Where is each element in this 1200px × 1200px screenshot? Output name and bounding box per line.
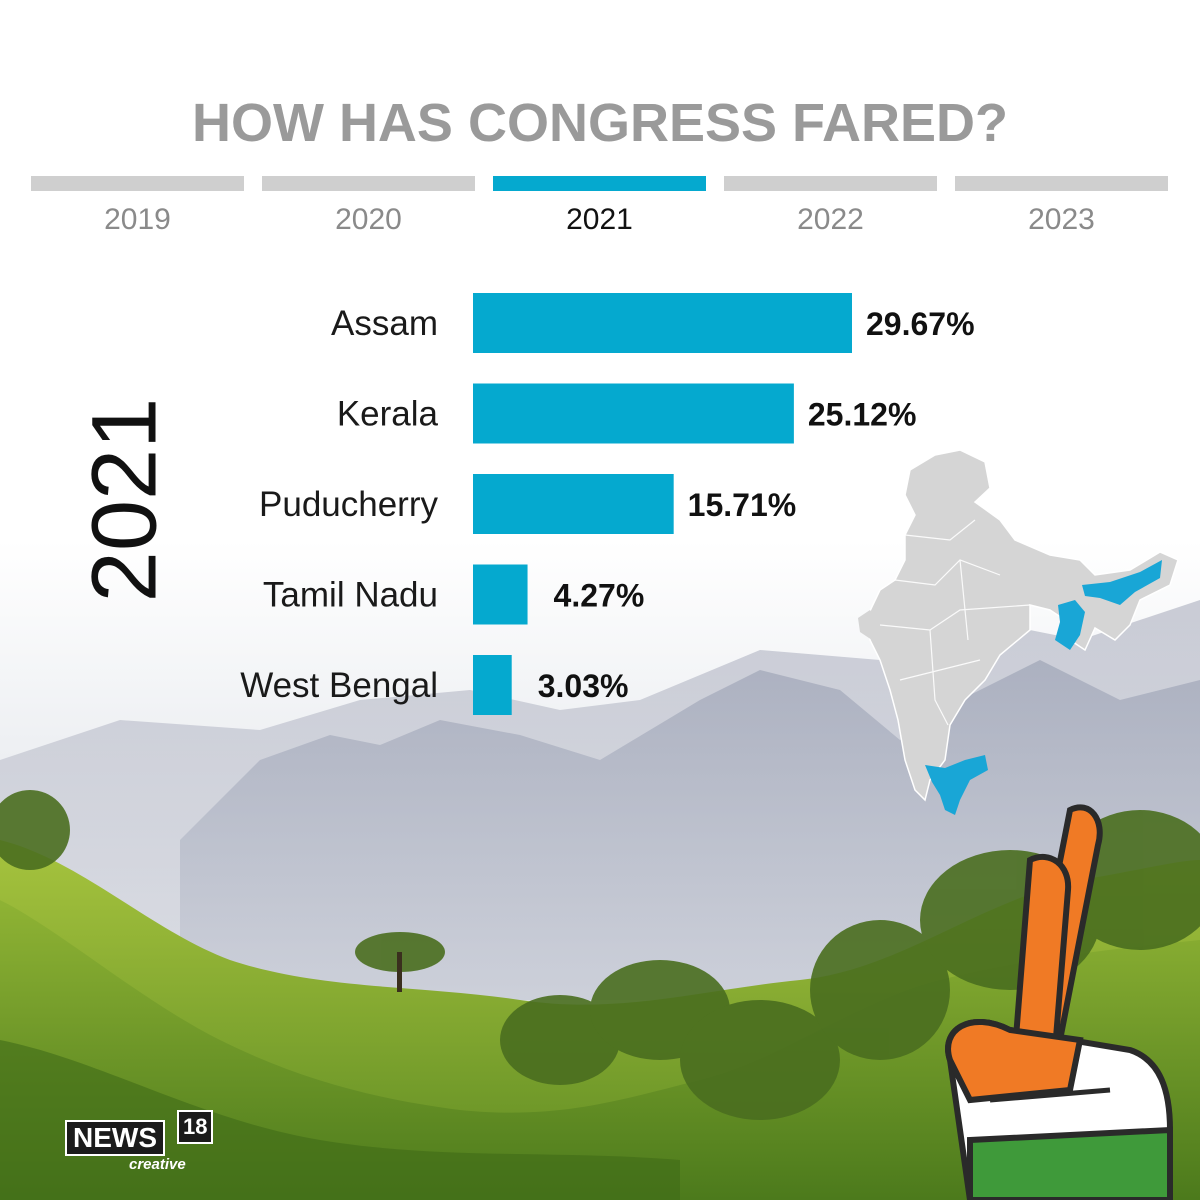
tab-indicator bbox=[31, 176, 244, 191]
value-label-kerala: 25.12% bbox=[808, 397, 917, 433]
value-label-puducherry: 15.71% bbox=[688, 487, 797, 523]
tab-indicator bbox=[955, 176, 1168, 191]
tab-indicator bbox=[724, 176, 937, 191]
chart-title: HOW HAS CONGRESS FARED? bbox=[191, 93, 1009, 153]
tab-2019[interactable]: 2019 bbox=[31, 176, 244, 237]
tab-2020[interactable]: 2020 bbox=[262, 176, 475, 237]
tab-label: 2021 bbox=[566, 203, 633, 236]
logo-brand: NEWS bbox=[65, 1120, 165, 1156]
bar-kerala bbox=[473, 383, 794, 444]
tab-label: 2022 bbox=[797, 203, 864, 236]
tab-indicator bbox=[493, 176, 706, 191]
tab-label: 2020 bbox=[335, 203, 402, 236]
tab-2023[interactable]: 2023 bbox=[955, 176, 1168, 237]
logo-number: 18 bbox=[177, 1110, 214, 1144]
bar-west-bengal bbox=[473, 655, 512, 715]
india-map-icon bbox=[858, 449, 1179, 815]
value-label-assam: 29.67% bbox=[866, 306, 975, 342]
crossed-fingers-hand-icon bbox=[945, 804, 1173, 1200]
category-label-assam: Assam bbox=[331, 304, 438, 343]
tab-label: 2019 bbox=[104, 203, 171, 236]
tab-label: 2023 bbox=[1028, 203, 1095, 236]
category-label-kerala: Kerala bbox=[337, 395, 439, 434]
category-label-west-bengal: West Bengal bbox=[240, 666, 438, 705]
news18-logo: NEWS 18 creative bbox=[65, 1110, 215, 1173]
tab-2021[interactable]: 2021 bbox=[493, 176, 706, 237]
bar-assam bbox=[473, 293, 852, 353]
category-label-tamil-nadu: Tamil Nadu bbox=[263, 576, 438, 615]
tab-2022[interactable]: 2022 bbox=[724, 176, 937, 237]
bar-tamil-nadu bbox=[473, 564, 528, 625]
tab-indicator bbox=[262, 176, 475, 191]
value-label-west-bengal: 3.03% bbox=[538, 668, 629, 704]
logo-sub: creative bbox=[129, 1156, 186, 1173]
bar-puducherry bbox=[473, 474, 674, 534]
category-label-puducherry: Puducherry bbox=[259, 485, 438, 524]
value-label-tamil-nadu: 4.27% bbox=[554, 578, 645, 614]
